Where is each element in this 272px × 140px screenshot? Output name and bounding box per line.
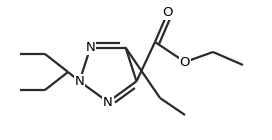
Text: N: N <box>75 75 84 88</box>
Text: N: N <box>85 41 95 54</box>
Text: N: N <box>103 95 113 108</box>
Text: O: O <box>163 5 173 18</box>
Text: O: O <box>180 55 190 68</box>
